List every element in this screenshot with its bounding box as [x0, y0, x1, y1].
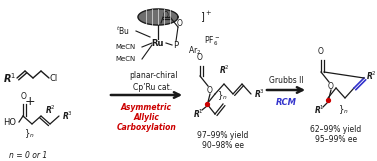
Text: Carboxylation: Carboxylation	[116, 123, 176, 132]
Text: P: P	[173, 41, 179, 49]
Text: Ar$_2$: Ar$_2$	[188, 45, 201, 57]
Text: 62–99% yield: 62–99% yield	[310, 126, 362, 134]
Text: RCM: RCM	[276, 98, 296, 106]
Text: $^t$Bu: $^t$Bu	[116, 25, 130, 37]
Text: +: +	[25, 95, 35, 108]
Text: R$^3$: R$^3$	[62, 110, 73, 122]
Text: Grubbs II: Grubbs II	[269, 76, 303, 85]
Text: R$^1$: R$^1$	[314, 104, 325, 116]
Text: planar-chiral: planar-chiral	[129, 71, 177, 80]
Text: 90–98% ee: 90–98% ee	[202, 142, 244, 151]
Text: R$^1$: R$^1$	[193, 108, 204, 120]
Text: Asymmetric: Asymmetric	[121, 103, 172, 112]
Text: MeCN: MeCN	[116, 44, 136, 50]
Text: MeCN: MeCN	[116, 56, 136, 62]
Text: O: O	[197, 53, 203, 62]
Text: O: O	[21, 92, 27, 101]
Text: O: O	[318, 47, 324, 56]
Text: R$^2$: R$^2$	[219, 64, 230, 76]
Polygon shape	[138, 9, 178, 25]
Text: R$^3$: R$^3$	[254, 88, 265, 100]
Text: O: O	[328, 81, 334, 90]
Text: R$^2$: R$^2$	[44, 104, 55, 116]
Text: ]$^+$: ]$^+$	[200, 9, 212, 24]
Text: $\}_{n}$: $\}_{n}$	[338, 104, 348, 116]
Text: Cp’Ru cat.: Cp’Ru cat.	[133, 82, 173, 91]
Text: $\}_{n}$: $\}_{n}$	[24, 128, 34, 140]
Text: R$^2$: R$^2$	[366, 70, 377, 82]
Text: O: O	[163, 11, 169, 20]
Text: Ru: Ru	[152, 38, 164, 47]
Text: O: O	[207, 85, 213, 95]
Text: R$^1$: R$^1$	[3, 71, 16, 85]
Text: $\}_{n}$: $\}_{n}$	[217, 90, 227, 102]
Text: HO: HO	[3, 118, 16, 127]
Text: O: O	[177, 19, 183, 28]
Text: 95–99% ee: 95–99% ee	[315, 136, 357, 145]
Text: Cl: Cl	[50, 74, 58, 82]
Text: n = 0 or 1: n = 0 or 1	[9, 151, 47, 160]
Text: 97–99% yield: 97–99% yield	[197, 132, 249, 141]
Text: Allylic: Allylic	[133, 113, 159, 122]
Text: PF$_6^-$: PF$_6^-$	[204, 34, 220, 48]
